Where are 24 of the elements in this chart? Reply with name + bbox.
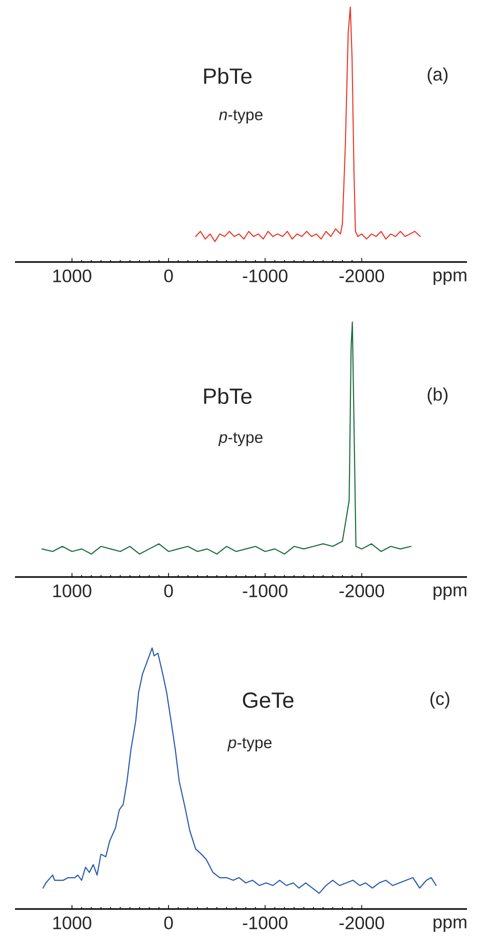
annotation: PbTe	[204, 388, 252, 404]
annotation: (b)	[428, 388, 448, 404]
x-tick-label: -1000	[242, 584, 288, 598]
annotation: n-type	[219, 110, 263, 124]
annotation: p-type	[218, 432, 263, 446]
x-tick-label: 1000	[53, 916, 92, 930]
x-tick-label: 1000	[53, 584, 92, 598]
x-tick-label: -2000	[340, 916, 384, 930]
annotation: (a)	[428, 67, 448, 84]
annotation: p-type	[227, 738, 272, 752]
x-axis-title: ppm	[434, 918, 466, 932]
x-tick-label: -1000	[242, 916, 288, 930]
x-tick-label: -1000	[242, 270, 288, 282]
x-tick-label: 0	[164, 916, 173, 930]
x-axis-title: ppm	[434, 272, 466, 285]
x-tick-label: 1000	[53, 270, 92, 282]
x-tick-label: 0	[164, 584, 173, 598]
annotation: (c)	[430, 692, 450, 709]
annotation: PbTe	[204, 68, 252, 84]
x-tick-label: 0	[164, 270, 173, 282]
annotation: GeTe	[242, 692, 294, 708]
x-tick-label: -2000	[340, 584, 384, 598]
x-axis-title: ppm	[434, 586, 466, 600]
x-tick-label: -2000	[340, 270, 384, 282]
